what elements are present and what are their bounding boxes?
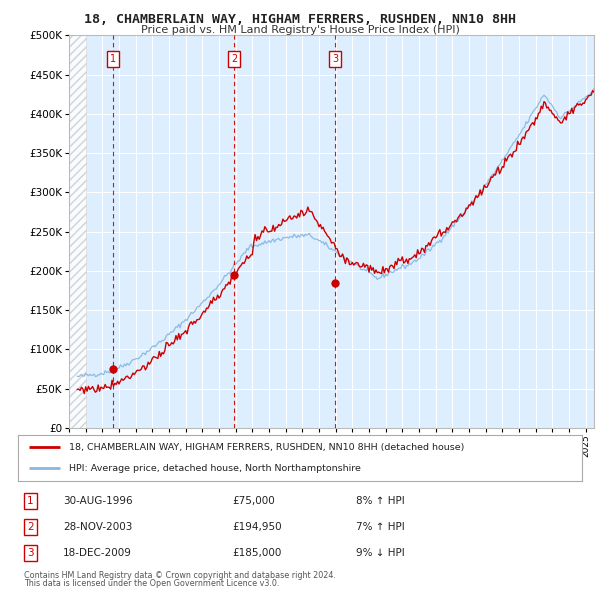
Text: 9% ↓ HPI: 9% ↓ HPI (356, 548, 405, 558)
Text: 3: 3 (27, 548, 34, 558)
Text: Contains HM Land Registry data © Crown copyright and database right 2024.: Contains HM Land Registry data © Crown c… (24, 571, 336, 579)
Text: 1: 1 (27, 496, 34, 506)
Text: 8% ↑ HPI: 8% ↑ HPI (356, 496, 405, 506)
Text: Price paid vs. HM Land Registry's House Price Index (HPI): Price paid vs. HM Land Registry's House … (140, 25, 460, 35)
Text: £194,950: £194,950 (232, 522, 282, 532)
Text: £75,000: £75,000 (232, 496, 275, 506)
Text: 18, CHAMBERLAIN WAY, HIGHAM FERRERS, RUSHDEN, NN10 8HH (detached house): 18, CHAMBERLAIN WAY, HIGHAM FERRERS, RUS… (69, 442, 464, 452)
Text: 30-AUG-1996: 30-AUG-1996 (63, 496, 133, 506)
Text: 2: 2 (27, 522, 34, 532)
Text: This data is licensed under the Open Government Licence v3.0.: This data is licensed under the Open Gov… (24, 579, 280, 588)
Text: 18, CHAMBERLAIN WAY, HIGHAM FERRERS, RUSHDEN, NN10 8HH: 18, CHAMBERLAIN WAY, HIGHAM FERRERS, RUS… (84, 13, 516, 26)
Text: 1: 1 (110, 54, 116, 64)
Text: HPI: Average price, detached house, North Northamptonshire: HPI: Average price, detached house, Nort… (69, 464, 361, 473)
Text: 3: 3 (332, 54, 338, 64)
Bar (69, 35, 86, 428)
Bar (69, 35, 86, 428)
Text: £185,000: £185,000 (232, 548, 281, 558)
Text: 2: 2 (231, 54, 237, 64)
Text: 28-NOV-2003: 28-NOV-2003 (63, 522, 133, 532)
Text: 7% ↑ HPI: 7% ↑ HPI (356, 522, 405, 532)
Text: 18-DEC-2009: 18-DEC-2009 (63, 548, 132, 558)
